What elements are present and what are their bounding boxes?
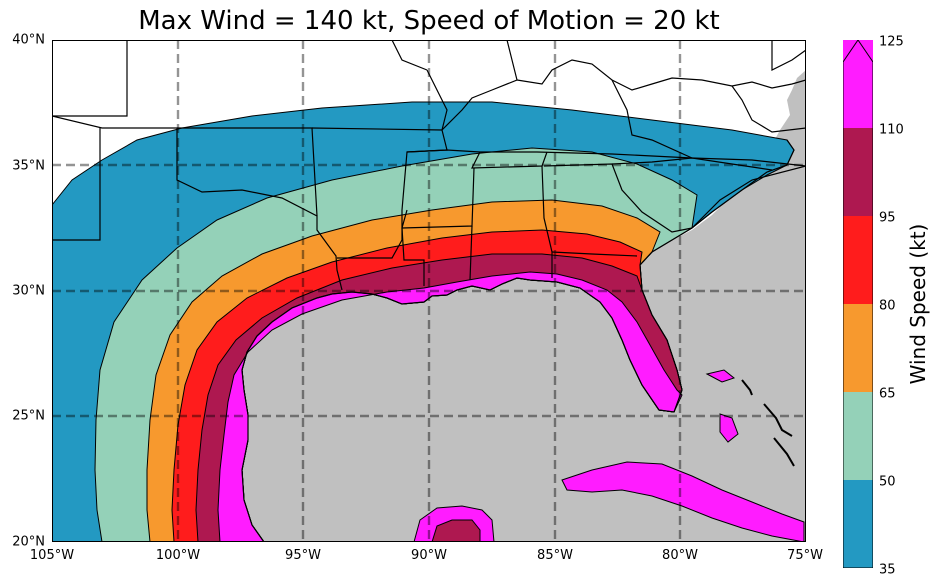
lat-tick-label: 35°N bbox=[12, 158, 45, 174]
lon-tick-label: 95°W bbox=[285, 548, 321, 563]
lon-tick-label: 85°W bbox=[537, 548, 573, 563]
colorbar-segment bbox=[843, 128, 873, 216]
colorbar-segment bbox=[843, 304, 873, 392]
colorbar-tick-label: 95 bbox=[879, 210, 896, 226]
bahamas-island bbox=[763, 403, 793, 437]
lon-tick-label: 75°W bbox=[787, 548, 823, 563]
colorbar-segment bbox=[843, 40, 873, 128]
colorbar-outline bbox=[843, 40, 873, 568]
lon-tick-label: 80°W bbox=[662, 548, 698, 563]
map-panel bbox=[52, 40, 806, 542]
colorbar-tick-label: 50 bbox=[879, 474, 896, 490]
colorbar-segment bbox=[843, 216, 873, 304]
wind-swath-map bbox=[52, 40, 806, 542]
map-title: Max Wind = 140 kt, Speed of Motion = 20 … bbox=[138, 6, 720, 36]
colorbar-tick-label: 65 bbox=[879, 386, 896, 402]
colorbar-segment bbox=[843, 392, 873, 480]
colorbar-tick-label: 35 bbox=[879, 562, 896, 578]
coastline bbox=[241, 139, 795, 542]
colorbar-tick-label: 125 bbox=[879, 34, 904, 50]
bahamas-island bbox=[773, 437, 795, 467]
lat-tick-label: 25°N bbox=[12, 408, 45, 424]
bahamas-island bbox=[705, 369, 736, 383]
bahamas-island bbox=[719, 413, 739, 443]
colorbar-segment bbox=[843, 480, 873, 568]
bahamas-island bbox=[741, 379, 753, 396]
cuba-island bbox=[561, 461, 805, 542]
state-borders bbox=[52, 40, 806, 291]
lon-tick-label: 90°W bbox=[411, 548, 447, 563]
lon-tick-label: 105°W bbox=[29, 548, 75, 563]
colorbar-tick-label: 110 bbox=[879, 122, 904, 138]
lat-tick-label: 30°N bbox=[12, 283, 45, 299]
colorbar bbox=[843, 40, 873, 568]
lat-tick-label: 20°N bbox=[12, 534, 45, 550]
lon-tick-label: 100°W bbox=[155, 548, 201, 563]
yucatan-core bbox=[431, 519, 481, 542]
lat-tick-label: 40°N bbox=[12, 32, 45, 48]
colorbar-title: Wind Speed (kt) bbox=[906, 223, 930, 385]
colorbar-tick-label: 80 bbox=[879, 298, 896, 314]
